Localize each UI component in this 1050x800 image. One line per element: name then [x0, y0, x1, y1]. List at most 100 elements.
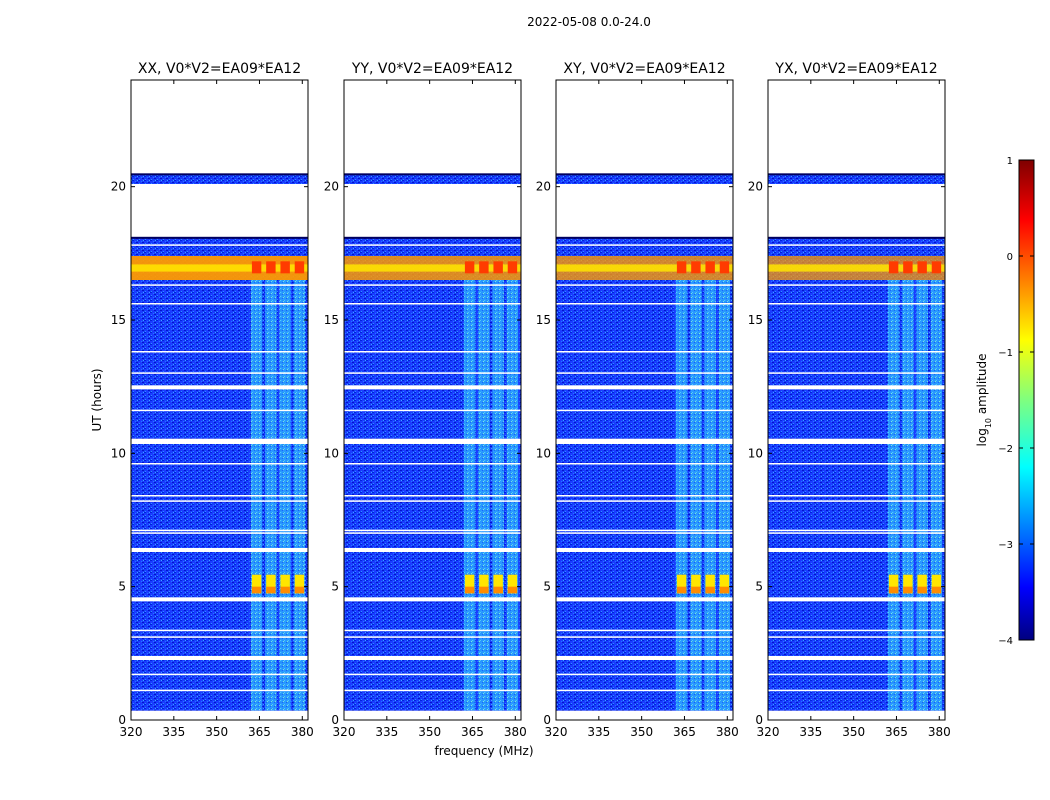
x-tick-label: 350 — [205, 725, 228, 739]
x-tick-label: 380 — [504, 725, 527, 739]
flare-rfi-block — [479, 261, 489, 274]
data-gap — [131, 80, 308, 175]
panel-title: XX, V0*V2=EA09*EA12 — [138, 61, 301, 77]
data-gap — [344, 385, 521, 390]
y-tick-label: 5 — [118, 580, 126, 594]
x-tick-label: 350 — [630, 725, 653, 739]
thin-gap — [768, 244, 945, 246]
thin-gap — [344, 532, 521, 534]
thin-gap — [131, 351, 308, 353]
y-tick-label: 0 — [331, 713, 339, 727]
burst-patch — [294, 574, 305, 594]
data-gap — [131, 597, 308, 602]
colorbar-tick-label: 1 — [1007, 156, 1013, 167]
burst-core — [464, 586, 475, 594]
flare-band-core — [344, 264, 521, 272]
burst-core — [294, 586, 305, 594]
thin-gap — [556, 463, 733, 465]
burst-patch — [266, 574, 276, 594]
burst-core — [917, 586, 927, 594]
y-tick-label: 0 — [543, 713, 551, 727]
thin-gap — [131, 689, 308, 692]
thin-gap — [556, 303, 733, 305]
thin-gap — [768, 689, 945, 692]
y-tick-label: 20 — [111, 180, 126, 194]
data-gap — [556, 548, 733, 552]
thin-gap — [556, 244, 733, 246]
colorbar-tick-label: 0 — [1007, 252, 1013, 263]
flare-rfi-block — [493, 261, 503, 274]
thin-gap — [768, 372, 945, 374]
data-gap — [556, 656, 733, 660]
data-gap — [131, 548, 308, 552]
burst-patch — [280, 574, 290, 594]
thin-gap — [131, 244, 308, 246]
colorbar-tick-label: −1 — [998, 348, 1013, 359]
data-gap — [131, 710, 308, 720]
thin-gap — [344, 303, 521, 305]
thin-gap — [344, 409, 521, 412]
burst-core — [676, 586, 687, 594]
burst-patch — [705, 574, 715, 594]
colorbar-tick-label: −3 — [998, 540, 1013, 551]
colorbar-gradient — [1018, 159, 1035, 641]
flare-band-core — [768, 264, 945, 272]
flare-rfi-block — [676, 261, 687, 274]
y-tick-label: 10 — [324, 446, 339, 460]
thin-gap — [344, 500, 521, 502]
data-gap — [556, 597, 733, 602]
thin-gap — [344, 495, 521, 497]
burst-patch — [479, 574, 489, 594]
data-gap — [768, 548, 945, 552]
thin-gap — [556, 529, 733, 532]
y-tick-label: 15 — [324, 313, 339, 327]
burst-patch — [691, 574, 701, 594]
thin-gap — [344, 529, 521, 532]
thin-gap — [768, 409, 945, 412]
y-tick-label: 5 — [543, 580, 551, 594]
x-tick-label: 350 — [418, 725, 441, 739]
thin-gap — [344, 372, 521, 374]
thin-gap — [556, 351, 733, 353]
flare-rfi-block — [266, 261, 276, 274]
panel-0: XX, V0*V2=EA09*EA12 320 335 350 365 380 0 5 10 15… — [111, 61, 314, 739]
strip-edge — [131, 173, 308, 176]
thin-gap — [131, 500, 308, 502]
thin-gap — [768, 463, 945, 465]
data-gap — [344, 184, 521, 238]
strip-edge — [344, 236, 521, 239]
burst-core — [493, 586, 503, 594]
data-gap — [344, 597, 521, 602]
x-tick-label: 320 — [757, 725, 780, 739]
figure-title: 2022-05-08 0.0-24.0 — [527, 15, 651, 29]
x-tick-label: 335 — [587, 725, 610, 739]
x-tick-label: 320 — [545, 725, 568, 739]
flare-rfi-block — [507, 261, 518, 274]
flare-band-core — [131, 264, 308, 272]
flare-rfi-block — [903, 261, 913, 274]
x-tick-label: 380 — [291, 725, 314, 739]
data-gap — [131, 656, 308, 660]
thin-gap — [131, 463, 308, 465]
burst-patch — [507, 574, 518, 594]
panels: XX, V0*V2=EA09*EA12 320 335 350 365 380 0 5 10 15… — [111, 61, 951, 739]
burst-core — [888, 586, 899, 594]
thin-gap — [131, 636, 308, 638]
thin-gap — [768, 629, 945, 632]
colorbar: log10 amplitude 1 0 −1 −2 −3 −4 — [975, 156, 1035, 647]
thin-gap — [768, 500, 945, 502]
y-tick-label: 0 — [755, 713, 763, 727]
data-gap — [131, 385, 308, 390]
strip-edge — [344, 173, 521, 176]
strip-edge — [556, 173, 733, 176]
panel-frame — [343, 79, 522, 721]
y-tick-label: 20 — [324, 180, 339, 194]
thin-gap — [344, 689, 521, 692]
thin-gap — [768, 636, 945, 638]
burst-core — [280, 586, 290, 594]
thin-gap — [556, 284, 733, 286]
thin-gap — [768, 284, 945, 286]
thin-gap — [131, 532, 308, 534]
thin-gap — [556, 629, 733, 632]
